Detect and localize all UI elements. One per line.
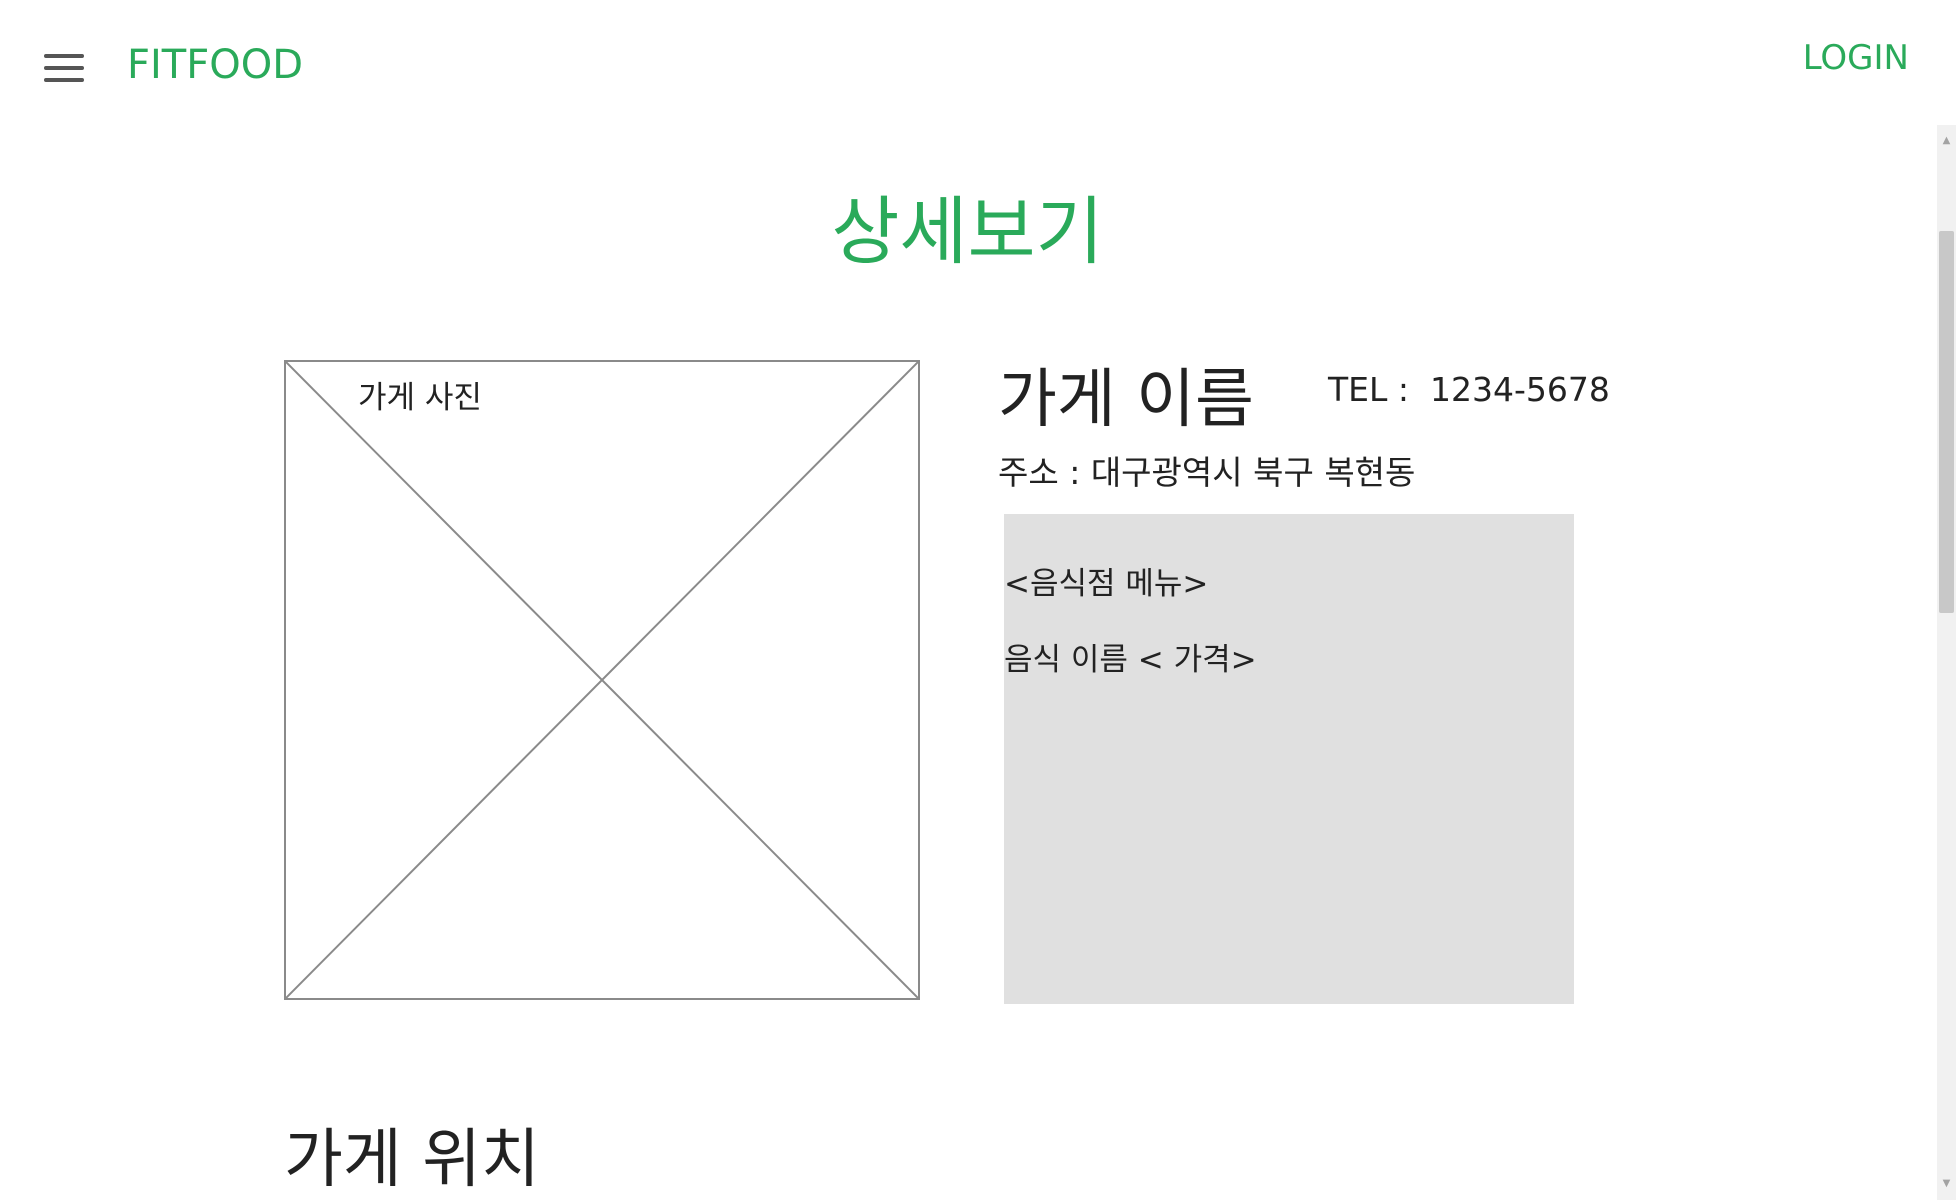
store-address: 주소 : 대구광역시 북구 복현동 <box>998 453 1416 492</box>
scroll-down-arrow-icon[interactable]: ▼ <box>1942 1178 1951 1189</box>
restaurant-menu-panel: <음식점 메뉴> 음식 이름 < 가격> <box>1004 514 1574 1004</box>
menu-bar <box>44 54 84 58</box>
menu-bar <box>44 78 84 82</box>
store-phone: TEL : 1234-5678 <box>1328 370 1610 409</box>
menu-item: 음식 이름 < 가격> <box>1004 642 1257 678</box>
vertical-scrollbar[interactable]: ▲ ▼ <box>1937 125 1956 1200</box>
scrollbar-thumb[interactable] <box>1939 231 1954 613</box>
store-name: 가게 이름 <box>998 363 1254 437</box>
menu-heading: <음식점 메뉴> <box>1004 566 1209 602</box>
page-title: 상세보기 <box>831 189 1104 275</box>
store-location-heading: 가게 위치 <box>284 1123 540 1197</box>
store-photo-label: 가게 사진 <box>358 380 482 416</box>
top-navbar: FITFOOD LOGIN <box>0 0 1956 125</box>
scroll-up-arrow-icon[interactable]: ▲ <box>1942 135 1951 146</box>
login-link[interactable]: LOGIN <box>1802 38 1909 78</box>
store-photo-placeholder: 가게 사진 <box>284 360 920 1000</box>
brand-logo-link[interactable]: FITFOOD <box>127 42 304 88</box>
hamburger-menu-icon[interactable] <box>38 48 90 88</box>
image-placeholder-icon <box>286 362 918 998</box>
menu-bar <box>44 66 84 70</box>
